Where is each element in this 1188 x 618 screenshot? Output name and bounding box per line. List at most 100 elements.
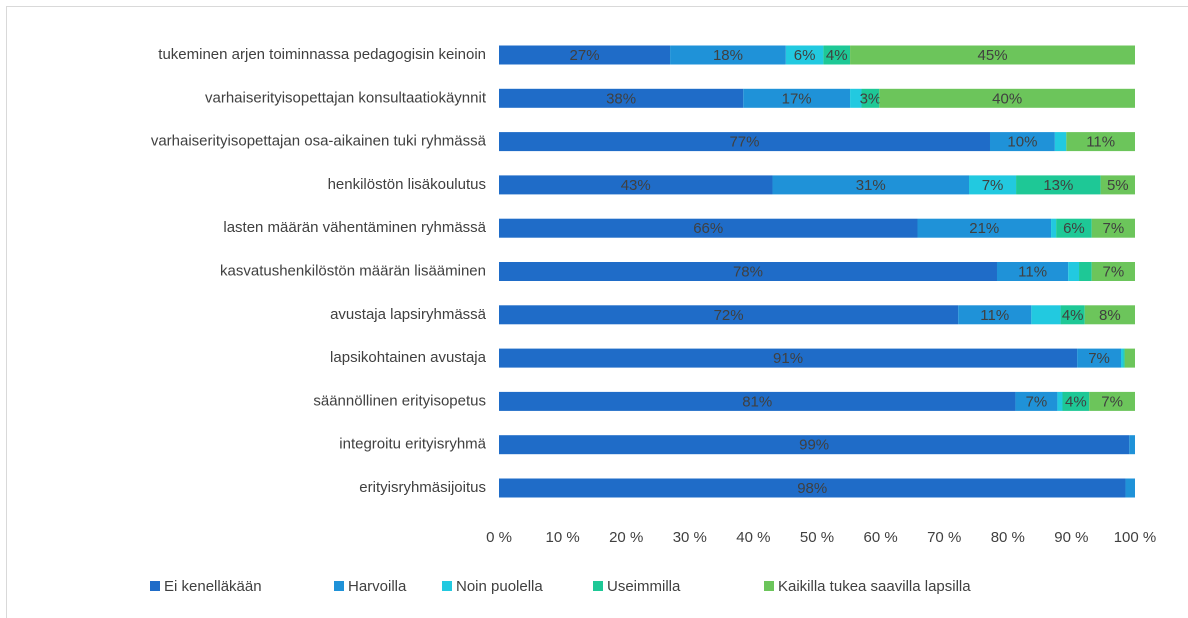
x-tick-label: 70 % (927, 529, 961, 546)
bar-segment (917, 218, 1052, 238)
data-label: 91% (773, 350, 803, 367)
chart-frame (6, 6, 1188, 618)
y-tick-label: henkilöstön lisäkoulutus (328, 176, 486, 193)
bar-segment (1054, 132, 1067, 152)
bar-segment (1077, 348, 1122, 368)
data-label: 7% (1103, 220, 1125, 237)
x-tick-label: 60 % (863, 529, 897, 546)
data-label: 38% (606, 90, 636, 107)
data-label: 18% (713, 47, 743, 64)
bar-segment (850, 88, 862, 108)
data-label: 72% (714, 307, 744, 324)
data-label: 21% (969, 220, 999, 237)
data-label: 5% (1107, 177, 1129, 194)
x-tick-label: 30 % (673, 529, 707, 546)
bar-segment (499, 132, 990, 152)
data-label: 7% (1101, 393, 1123, 410)
bar-segment (499, 88, 744, 108)
data-label: 4% (1062, 307, 1084, 324)
data-label: 4% (826, 47, 848, 64)
bar-segment (785, 45, 824, 65)
bar-segment (1056, 218, 1092, 238)
bar-segment (823, 45, 851, 65)
bar-segment (1068, 262, 1080, 281)
bar-segment (1121, 348, 1124, 368)
bar-segment (499, 175, 773, 195)
data-label: 4% (1065, 393, 1087, 410)
y-tick-label: varhaiserityisopettajan osa-aikainen tuk… (151, 133, 487, 150)
y-tick-label: säännöllinen erityisopetus (313, 392, 486, 409)
bar-segment (1124, 348, 1135, 368)
y-tick-label: integroitu erityisryhmä (339, 436, 486, 453)
legend-label: Ei kenelläkään (164, 578, 262, 595)
data-label: 11% (980, 307, 1009, 324)
bar-segment (1091, 218, 1135, 238)
bar-segment (850, 45, 1135, 65)
x-tick-label: 90 % (1054, 529, 1088, 546)
bar-segment (1057, 391, 1063, 411)
bar-segment (499, 218, 918, 238)
bar-segment (1015, 391, 1058, 411)
bar-segment (1091, 262, 1135, 281)
bar-segment (1051, 218, 1057, 238)
legend-swatch (764, 581, 774, 591)
bar-segment (772, 175, 970, 195)
bar-segment (499, 435, 1130, 455)
bar-segment (670, 45, 786, 65)
x-tick-label: 10 % (545, 529, 579, 546)
y-tick-label: tukeminen arjen toiminnassa pedagogisin … (158, 46, 486, 63)
data-label: 45% (978, 47, 1008, 64)
data-label: 8% (1099, 307, 1121, 324)
data-label: 99% (799, 437, 829, 454)
data-label: 27% (570, 47, 600, 64)
data-label: 40% (992, 90, 1022, 107)
bar-segment (1031, 305, 1061, 325)
x-tick-label: 80 % (991, 529, 1025, 546)
y-tick-label: lasten määrän vähentäminen ryhmässä (223, 219, 486, 236)
bar-segment (499, 478, 1126, 498)
data-label: 7% (1088, 350, 1110, 367)
data-label: 6% (1063, 220, 1085, 237)
x-tick-label: 0 % (486, 529, 512, 546)
y-tick-label: varhaiserityisopettajan konsultaatiokäyn… (205, 89, 487, 106)
bar-segment (1125, 478, 1135, 498)
bar-segment (879, 88, 1135, 108)
data-label: 6% (794, 47, 816, 64)
bar-segment (989, 132, 1055, 152)
x-tick-label: 50 % (800, 529, 834, 546)
bar-segment (1100, 175, 1135, 195)
bar-segment (743, 88, 851, 108)
data-label: 10% (1007, 134, 1037, 151)
data-label: 7% (982, 177, 1004, 194)
bar-segment (1016, 175, 1101, 195)
data-label: 77% (729, 134, 759, 151)
legend-swatch (593, 581, 603, 591)
x-tick-label: 100 % (1114, 529, 1157, 546)
data-label: 78% (733, 263, 763, 280)
legend-label: Harvoilla (348, 578, 407, 595)
x-tick-label: 20 % (609, 529, 643, 546)
y-tick-label: erityisryhmäsijoitus (359, 479, 486, 496)
bar-segment (499, 45, 671, 65)
y-tick-label: lapsikohtainen avustaja (330, 349, 487, 366)
data-label: 13% (1043, 177, 1073, 194)
data-label: 43% (621, 177, 651, 194)
bar-segment (969, 175, 1017, 195)
bar-segment (499, 348, 1078, 368)
data-label: 11% (1018, 263, 1047, 280)
y-tick-label: kasvatushenkilöstön määrän lisääminen (220, 262, 486, 279)
bar-segment (958, 305, 1032, 325)
legend-swatch (442, 581, 452, 591)
legend-label: Noin puolella (456, 578, 543, 595)
legend-label: Useimmilla (607, 578, 681, 595)
data-label: 3% (860, 90, 882, 107)
bar-segment (499, 305, 959, 325)
bar-segment (1066, 132, 1135, 152)
y-tick-label: avustaja lapsiryhmässä (330, 306, 487, 323)
data-label: 7% (1103, 263, 1125, 280)
data-label: 31% (856, 177, 886, 194)
bar-segment (861, 88, 880, 108)
data-label: 7% (1026, 393, 1048, 410)
x-tick-label: 40 % (736, 529, 770, 546)
